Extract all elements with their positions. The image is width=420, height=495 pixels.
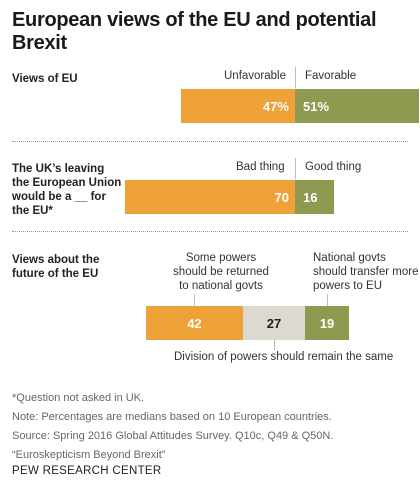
bar-value-unfavorable: 47% xyxy=(262,98,289,114)
bar-value-bad-thing: 70 xyxy=(274,189,289,205)
bar-returned-to-national: 42 xyxy=(146,306,243,340)
report-title: “Euroskepticism Beyond Brexit” xyxy=(12,449,166,461)
label-line: The UK’s leaving xyxy=(12,163,105,175)
source: Source: Spring 2016 Global Attitudes Sur… xyxy=(12,430,334,442)
section-label-views-of-eu: Views of EU xyxy=(12,73,78,85)
legend-line: to national govts xyxy=(179,280,263,292)
label-line: Views about the xyxy=(12,254,100,266)
section-divider xyxy=(12,141,408,142)
label-line: the European Union xyxy=(12,177,122,189)
legend-returned-to-national: Some powers should be returned to nation… xyxy=(146,251,296,293)
section-label-uk-leaving: The UK’s leaving the European Union woul… xyxy=(12,162,121,218)
credit: PEW RESEARCH CENTER xyxy=(12,465,162,477)
legend-transfer-to-eu: National govts should transfer more powe… xyxy=(313,251,420,293)
legend-unfavorable: Unfavorable xyxy=(224,70,287,82)
label-line: the EU* xyxy=(12,205,53,217)
legend-remain-same: Division of powers should remain the sam… xyxy=(174,351,394,363)
axis-tick xyxy=(274,340,276,350)
bar-bad-thing: 70 xyxy=(124,180,295,214)
axis-tick xyxy=(295,158,296,179)
bar-remain-same: 27 xyxy=(242,306,306,340)
label-line: future of the EU xyxy=(12,268,99,280)
label-line: would be a __ for xyxy=(12,191,106,203)
bar-transfer-to-eu: 19 xyxy=(305,306,349,340)
note: Note: Percentages are medians based on 1… xyxy=(12,411,332,423)
axis-tick xyxy=(327,294,329,306)
chart-title: European views of the EU and potential B… xyxy=(12,9,377,54)
footnote: *Question not asked in UK. xyxy=(12,392,145,404)
legend-bad-thing: Bad thing xyxy=(236,161,285,173)
legend-favorable: Favorable xyxy=(305,70,357,82)
bar-value-good-thing: 16 xyxy=(303,189,318,205)
bar-value-remain-same: 27 xyxy=(266,315,282,331)
bar-unfavorable: 47% xyxy=(180,89,295,123)
section-divider xyxy=(12,231,408,232)
legend-line: National govts xyxy=(313,252,386,264)
legend-line: should transfer more xyxy=(313,266,419,278)
bar-value-returned-to-national: 42 xyxy=(187,315,202,331)
bar-good-thing: 16 xyxy=(295,180,334,214)
legend-line: powers to EU xyxy=(313,280,383,292)
legend-good-thing: Good thing xyxy=(305,161,362,173)
bar-value-transfer-to-eu: 19 xyxy=(319,315,335,331)
legend-line: Some powers xyxy=(185,252,257,264)
axis-tick xyxy=(295,67,296,88)
legend-line: should be returned xyxy=(173,266,269,278)
axis-tick xyxy=(194,294,196,306)
section-label-future-of-eu: Views about the future of the EU xyxy=(12,253,99,281)
bar-favorable: 51% xyxy=(295,89,419,123)
bar-value-favorable: 51% xyxy=(303,98,330,114)
